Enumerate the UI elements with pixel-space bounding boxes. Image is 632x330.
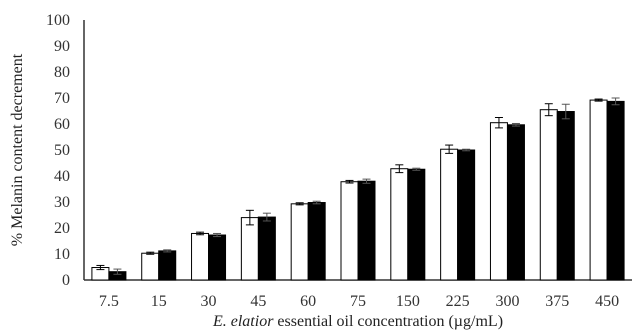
x-axis-title-italic: E. elatior xyxy=(212,313,274,330)
x-axis-title-rest: essential oil concentration (µg/mL) xyxy=(273,313,503,330)
bar xyxy=(158,250,177,281)
x-tick-label: 30 xyxy=(201,293,217,310)
x-tick-label: 45 xyxy=(250,293,266,310)
y-tick-label: 50 xyxy=(54,142,70,159)
bar xyxy=(340,181,359,281)
bar xyxy=(457,149,476,281)
y-tick-label: 0 xyxy=(62,272,70,289)
x-tick-label: 450 xyxy=(595,293,619,310)
bar xyxy=(506,124,525,281)
x-tick-label: 225 xyxy=(446,293,470,310)
y-tick-label: 20 xyxy=(54,220,70,237)
bar xyxy=(257,216,276,281)
x-tick-label: 75 xyxy=(350,293,366,310)
x-axis-title: E. elatior essential oil concentration (… xyxy=(212,313,503,330)
bar xyxy=(208,234,227,281)
y-tick-label: 30 xyxy=(54,194,70,211)
y-tick-label: 70 xyxy=(54,90,70,107)
bar xyxy=(489,122,508,281)
x-tick-label: 375 xyxy=(545,293,569,310)
bar xyxy=(307,202,326,281)
x-tick-label: 150 xyxy=(396,293,420,310)
bar xyxy=(556,111,575,281)
bar xyxy=(440,148,459,281)
y-tick-label: 40 xyxy=(54,168,70,185)
bar xyxy=(539,109,558,281)
bar xyxy=(407,168,426,281)
bar xyxy=(191,232,210,281)
bar xyxy=(589,99,608,281)
bar xyxy=(606,100,625,281)
x-tick-label: 300 xyxy=(495,293,519,310)
bar xyxy=(357,180,376,281)
y-tick-label: 60 xyxy=(54,116,70,133)
bar xyxy=(141,252,160,281)
y-axis-title: % Melanin content decrement xyxy=(9,53,26,246)
y-tick-label: 80 xyxy=(54,64,70,81)
bar xyxy=(240,217,259,281)
plot-area: 0 10 20 30 40 50 60 70 80 90 100 7.5 15 30 45 60 75 150 22… xyxy=(46,12,632,310)
y-tick-label: 100 xyxy=(46,12,70,29)
y-tick-label: 90 xyxy=(54,38,70,55)
y-tick-label: 10 xyxy=(54,246,70,263)
x-tick-label: 60 xyxy=(300,293,316,310)
bar xyxy=(390,168,409,281)
x-tick-label: 15 xyxy=(151,293,167,310)
x-tick-label: 7.5 xyxy=(99,293,119,310)
bar xyxy=(290,203,309,281)
